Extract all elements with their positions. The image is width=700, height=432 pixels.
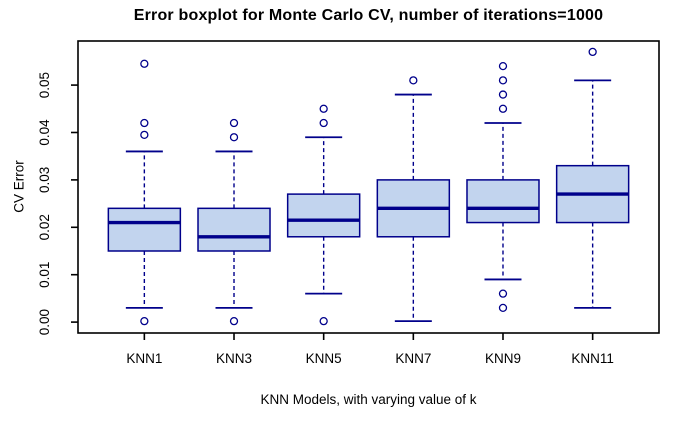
boxplot-knn9 bbox=[466, 61, 540, 313]
boxplot-knn3 bbox=[197, 118, 271, 326]
y-tick-label: 0.03 bbox=[37, 167, 52, 193]
y-tick-label: 0.04 bbox=[37, 119, 52, 146]
boxplot-knn5 bbox=[286, 104, 361, 326]
outlier-point bbox=[498, 90, 508, 99]
y-tick-label: 0.00 bbox=[37, 309, 52, 335]
boxplot-knn7 bbox=[376, 76, 451, 323]
outlier-point bbox=[498, 61, 508, 71]
outlier-point bbox=[319, 104, 328, 113]
iqr-box bbox=[286, 193, 361, 238]
x-tick-label: KNN11 bbox=[571, 351, 614, 366]
outlier-point bbox=[498, 289, 508, 298]
iqr-box bbox=[466, 179, 540, 224]
y-tick-label: 0.01 bbox=[37, 262, 52, 288]
outlier-point bbox=[140, 316, 149, 326]
x-tick-label: KNN3 bbox=[216, 351, 252, 366]
outlier-point bbox=[319, 118, 328, 128]
outlier-point bbox=[140, 130, 149, 140]
outlier-point bbox=[229, 316, 239, 326]
outlier-point bbox=[140, 118, 149, 128]
outlier-point bbox=[229, 133, 239, 142]
outlier-point bbox=[498, 104, 508, 113]
outlier-point bbox=[229, 118, 239, 128]
outlier-point bbox=[140, 59, 149, 68]
outlier-point bbox=[409, 76, 418, 85]
y-tick-label: 0.02 bbox=[37, 214, 52, 240]
chart-title: Error boxplot for Monte Carlo CV, number… bbox=[133, 7, 604, 24]
boxplot-knn11 bbox=[555, 47, 630, 309]
y-tick-label: 0.05 bbox=[37, 72, 52, 98]
outlier-point bbox=[498, 303, 508, 313]
iqr-box bbox=[107, 207, 182, 252]
x-axis-title: KNN Models, with varying value of k bbox=[260, 392, 477, 407]
x-tick-label: KNN9 bbox=[485, 351, 521, 366]
outlier-point bbox=[588, 47, 597, 57]
x-tick-label: KNN7 bbox=[395, 351, 431, 366]
x-tick-label: KNN5 bbox=[306, 351, 342, 366]
x-tick-label: KNN1 bbox=[126, 351, 162, 366]
outlier-point bbox=[319, 316, 328, 326]
boxplot-knn1 bbox=[107, 59, 182, 326]
plot-frame bbox=[77, 40, 660, 334]
iqr-box bbox=[197, 207, 271, 252]
outlier-point bbox=[498, 76, 508, 85]
